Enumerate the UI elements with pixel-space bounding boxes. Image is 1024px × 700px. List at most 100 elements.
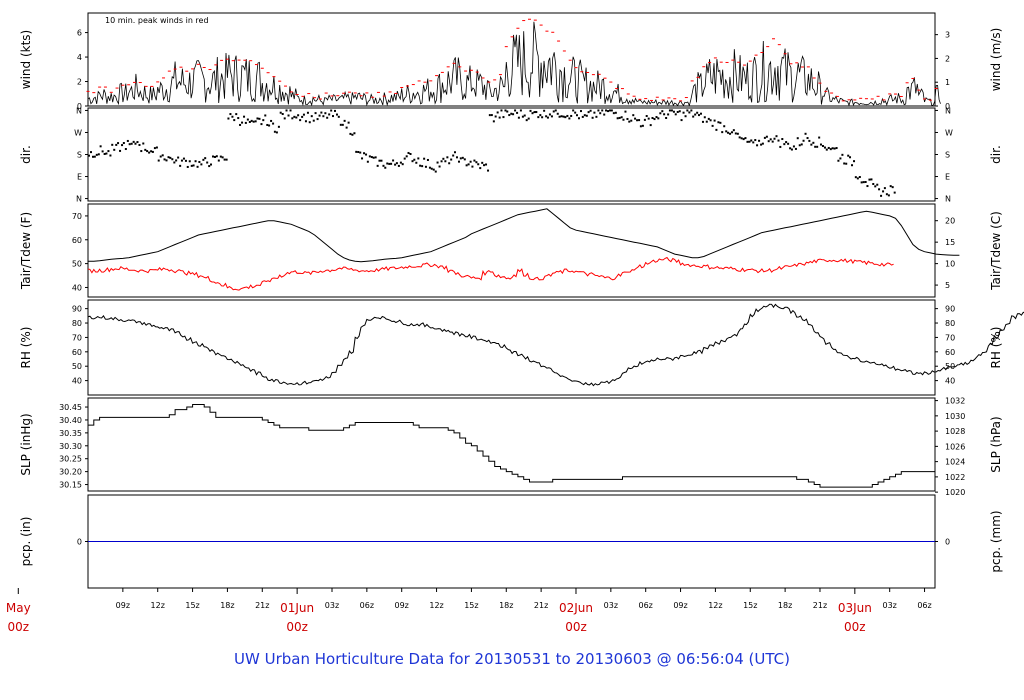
- dir-point: [111, 143, 114, 146]
- dir-point: [275, 131, 278, 134]
- dir-point: [487, 169, 490, 172]
- time-tick-label: 03z: [604, 601, 618, 610]
- dir-point: [880, 194, 883, 197]
- dir-point: [310, 115, 313, 118]
- dir-point: [455, 156, 458, 159]
- dir-point: [535, 111, 538, 114]
- dir-point: [198, 160, 201, 163]
- dir-point: [326, 116, 329, 119]
- y-tick-label: 80: [72, 319, 82, 328]
- time-tick-label: 15z: [185, 601, 199, 610]
- rh-line: [87, 303, 1024, 387]
- y-tick-label: 90: [72, 305, 82, 314]
- dir-point: [831, 147, 834, 150]
- dir-point: [88, 154, 90, 157]
- dir-point: [339, 123, 342, 126]
- dir-point: [521, 115, 524, 118]
- y-tick-label: 40: [72, 283, 82, 292]
- y-tick-label: 70: [72, 333, 82, 342]
- dir-point: [171, 158, 174, 161]
- dir-point: [593, 111, 596, 114]
- y-axis-title: SLP (inHg): [19, 413, 33, 475]
- time-tick-label: 09z: [673, 601, 687, 610]
- day-label-hour: 00z: [7, 620, 29, 634]
- tdew-line: [87, 256, 894, 291]
- day-label-hour: 00z: [844, 620, 866, 634]
- time-tick-label: 12z: [429, 601, 443, 610]
- dir-point: [779, 145, 782, 148]
- dir-point: [335, 113, 338, 116]
- dir-point: [651, 116, 654, 119]
- panel-temp: 40 50 60 70 5 10 15 20 Tair/Tdew (F) Tair/Tdew (C…: [19, 203, 1003, 298]
- dir-point: [539, 114, 542, 117]
- dir-point: [653, 118, 656, 121]
- dir-point: [829, 148, 832, 151]
- dir-point: [597, 109, 600, 112]
- dir-point: [488, 114, 491, 117]
- time-tick-label: 15z: [464, 601, 478, 610]
- dir-point: [213, 155, 216, 158]
- dir-point: [366, 160, 369, 163]
- dir-point: [444, 160, 447, 163]
- dir-point: [122, 142, 125, 145]
- dir-point: [107, 150, 110, 153]
- dir-point: [808, 139, 811, 142]
- tair-line: [88, 208, 960, 263]
- dir-point: [665, 116, 668, 119]
- dir-point: [421, 165, 424, 168]
- dir-point: [279, 111, 282, 114]
- dir-point: [283, 117, 286, 120]
- dir-point: [436, 161, 439, 164]
- dir-point: [775, 135, 778, 138]
- dir-point: [504, 109, 507, 112]
- dir-point: [787, 142, 790, 145]
- dir-point: [512, 113, 515, 116]
- dir-point: [231, 115, 234, 118]
- dir-point: [612, 112, 615, 115]
- dir-point: [552, 110, 555, 113]
- dir-point: [882, 190, 885, 193]
- dir-point: [343, 119, 346, 122]
- y-tick-right-label: 0: [945, 538, 950, 547]
- dir-point: [380, 159, 383, 162]
- dir-point: [457, 160, 460, 163]
- dir-point: [854, 176, 857, 179]
- dir-point: [463, 158, 466, 161]
- panel-slp: 30.15 30.20 30.25 30.30 30.35 30.40 30.45 1020 1…: [19, 397, 1003, 498]
- y-tick-label: 0: [77, 538, 82, 547]
- dir-point: [330, 109, 333, 112]
- dir-point: [601, 109, 604, 112]
- dir-point: [742, 138, 745, 141]
- dir-point: [194, 160, 197, 163]
- dir-point: [678, 110, 681, 113]
- dir-point: [847, 154, 850, 157]
- dir-point: [605, 109, 608, 112]
- dir-point: [575, 114, 578, 117]
- dir-point: [818, 136, 821, 139]
- dir-point: [301, 115, 304, 118]
- dir-point: [161, 154, 164, 157]
- dir-point: [663, 113, 666, 116]
- dir-point: [887, 194, 890, 197]
- dir-point: [744, 137, 747, 140]
- dir-point: [237, 117, 240, 120]
- y-tick-label: N: [76, 195, 82, 204]
- dir-point: [527, 117, 530, 120]
- y-tick-label: 2: [77, 78, 82, 87]
- dir-point: [546, 116, 549, 119]
- dir-point: [845, 162, 848, 165]
- y-tick-right-label: 0: [945, 102, 950, 111]
- dir-point: [849, 156, 852, 159]
- dir-point: [560, 115, 563, 118]
- dir-point: [729, 132, 732, 135]
- dir-point: [883, 187, 886, 190]
- dir-point: [192, 164, 195, 167]
- dir-point: [157, 159, 160, 162]
- time-tick-label: 03z: [325, 601, 339, 610]
- dir-point: [765, 135, 768, 138]
- dir-point: [614, 111, 617, 114]
- dir-point: [556, 112, 559, 115]
- time-tick-label: 06z: [917, 601, 931, 610]
- dir-point: [579, 110, 582, 113]
- dir-point: [217, 159, 220, 162]
